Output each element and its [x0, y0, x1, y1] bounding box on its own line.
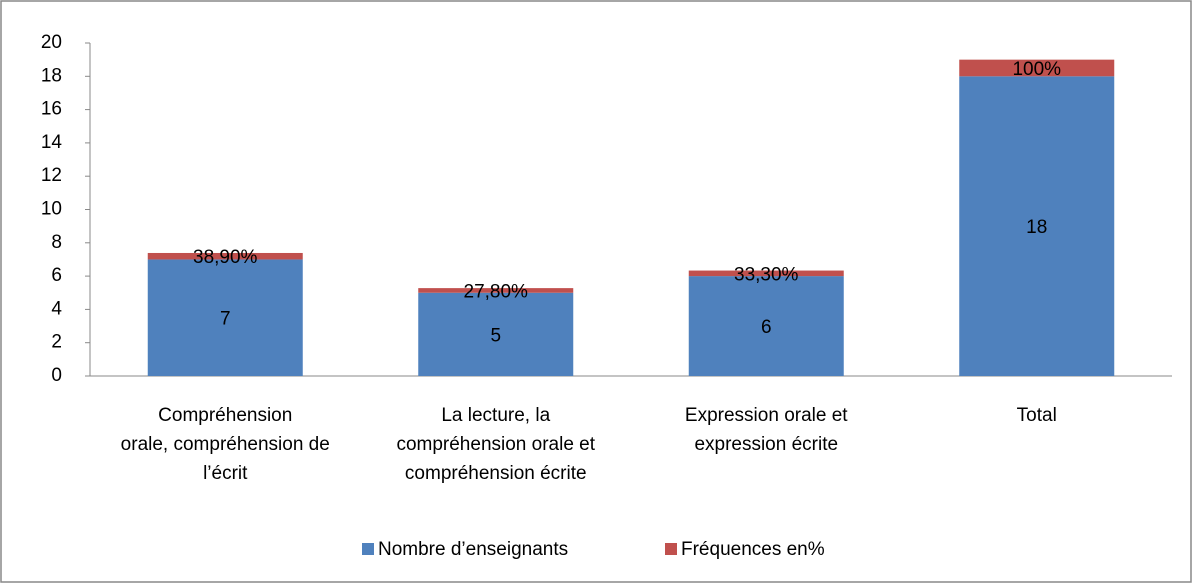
x-tick-label: Total [1017, 405, 1057, 426]
data-label: 18 [1026, 217, 1047, 238]
y-tick-label: 2 [51, 332, 62, 353]
y-tick-label: 18 [41, 65, 62, 86]
bar-segment [147, 252, 303, 260]
data-label: 7 [220, 309, 231, 330]
y-tick-label: 16 [41, 99, 62, 120]
y-tick-label: 6 [51, 265, 62, 286]
data-label: 5 [490, 325, 501, 346]
x-tick-label: Compréhension orale, compréhension de l’éc… [121, 405, 330, 484]
y-tick-label: 12 [41, 165, 62, 186]
bar-segment [418, 292, 574, 376]
legend-label: Nombre d’enseignants [378, 539, 568, 560]
x-tick-label: Expression orale et expression écrite [685, 405, 848, 455]
y-tick-label: 20 [41, 32, 62, 53]
bar-segment [418, 288, 574, 293]
legend-swatch [362, 543, 374, 555]
bar-segment [688, 270, 844, 277]
y-tick-label: 4 [51, 298, 62, 319]
data-label: 38,90% [193, 247, 258, 268]
y-tick-label: 14 [41, 132, 63, 153]
y-tick-label: 10 [41, 199, 62, 220]
bar-segment [688, 276, 844, 376]
legend-label: Fréquences en% [681, 539, 825, 560]
bar-segment [959, 76, 1115, 377]
y-tick-label: 0 [51, 365, 62, 386]
data-label: 6 [761, 317, 772, 338]
bar-segment [959, 59, 1115, 77]
data-label: 100% [1012, 59, 1061, 80]
bar-segment [147, 259, 303, 376]
data-label: 27,80% [464, 281, 529, 302]
legend-swatch [665, 543, 677, 555]
data-label: 33,30% [734, 264, 799, 285]
y-tick-label: 8 [51, 232, 62, 253]
x-tick-label: La lecture, la compréhension orale et comp… [396, 405, 595, 484]
